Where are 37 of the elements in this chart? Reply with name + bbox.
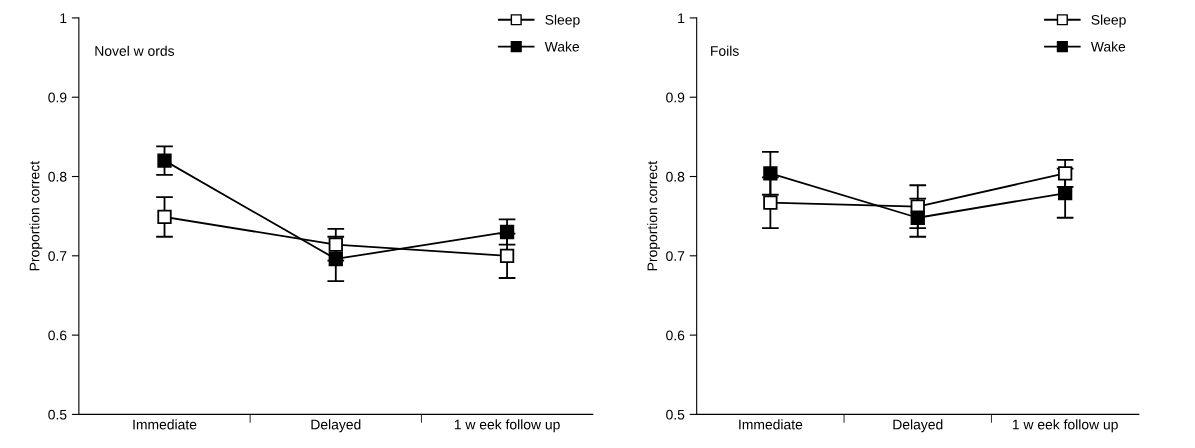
- x-tick-label: 1 w eek follow up: [1012, 419, 1118, 433]
- y-tick-label: 0.9: [666, 92, 685, 103]
- y-tick-label: 0.8: [666, 171, 685, 182]
- point: [328, 251, 343, 267]
- point: [499, 248, 515, 263]
- x-tick-label: Immediate: [739, 419, 803, 430]
- x-tick-label: 1 w eek follow up: [454, 419, 560, 433]
- y-tick-label: 0.5: [666, 409, 685, 420]
- point: [763, 166, 778, 181]
- y-tick-label: 0.7: [666, 251, 685, 261]
- point: [1057, 166, 1073, 181]
- y-tick-label: 0.6: [48, 330, 67, 341]
- y-tick-label: 1: [678, 13, 685, 23]
- point: [157, 209, 172, 225]
- point: [1057, 186, 1073, 201]
- legend-label: Sleep: [545, 14, 580, 28]
- y-axis-title: Proportion correct: [29, 161, 43, 271]
- point: [157, 153, 172, 168]
- legend-label: Sleep: [1091, 14, 1126, 28]
- y-tick-label: 0.8: [48, 171, 67, 182]
- x-tick-label: Delayed: [893, 419, 943, 433]
- x-tick-label: Delayed: [311, 419, 361, 433]
- y-tick-label: 0.5: [48, 409, 67, 420]
- y-tick-label: 0.9: [48, 92, 67, 103]
- text: Novel w ords: [95, 45, 175, 56]
- y-tick-label: 0.7: [48, 251, 67, 261]
- x-tick-label: Immediate: [133, 419, 197, 430]
- point: [499, 224, 515, 240]
- y-axis-title: Proportion correct: [647, 161, 661, 271]
- point: [763, 195, 778, 210]
- point: [328, 237, 343, 252]
- y-tick-label: 0.6: [666, 330, 685, 341]
- y-tick-label: 1: [60, 13, 67, 23]
- legend-label: Wake: [544, 41, 580, 52]
- text: Foils: [711, 45, 739, 56]
- point: [910, 210, 925, 225]
- legend-label: Wake: [1090, 41, 1126, 52]
